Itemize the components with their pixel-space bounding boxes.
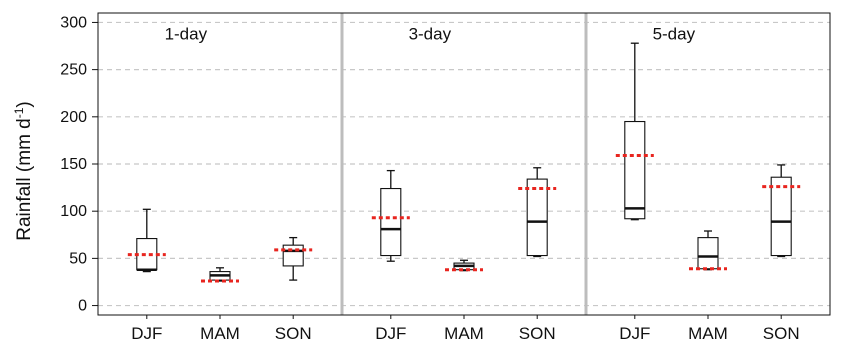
x-tick-label: SON xyxy=(275,324,312,343)
y-tick-label: 250 xyxy=(60,62,87,79)
iqr-box xyxy=(282,244,304,267)
y-tick-label: 0 xyxy=(78,298,87,315)
panel-title: 5-day xyxy=(653,24,696,43)
box-plot xyxy=(518,167,557,258)
box-plot xyxy=(274,236,313,281)
panel-title: 3-day xyxy=(409,24,452,43)
y-tick-label: 300 xyxy=(60,14,87,31)
x-tick-label: DJF xyxy=(619,324,650,343)
y-axis-ticks: 0 50 100 150 200 250 300 xyxy=(60,14,98,315)
iqr-box xyxy=(526,178,548,257)
x-tick-label: DJF xyxy=(131,324,162,343)
box-plot xyxy=(689,230,727,271)
y-axis-title-superscript: -1 xyxy=(12,107,26,118)
panel-title: 1-day xyxy=(165,24,208,43)
iqr-box xyxy=(380,187,402,257)
box-plot xyxy=(762,164,801,258)
x-tick-label: MAM xyxy=(200,324,240,343)
box-plot xyxy=(201,267,239,283)
y-tick-label: 50 xyxy=(69,250,87,267)
iqr-box xyxy=(624,120,646,220)
x-tick-label: MAM xyxy=(688,324,728,343)
box-plot xyxy=(615,42,654,221)
y-tick-label: 150 xyxy=(60,156,87,173)
x-tick-label: DJF xyxy=(375,324,406,343)
x-tick-label: SON xyxy=(763,324,800,343)
iqr-box xyxy=(770,176,792,257)
y-tick-label: 100 xyxy=(60,203,87,220)
panel-titles: 1-day 3-day 5-day xyxy=(165,24,696,43)
y-axis-title: Rainfall (mm d-1) xyxy=(12,101,35,240)
box-plot xyxy=(371,169,410,262)
gridlines xyxy=(98,21,830,307)
x-tick-label: SON xyxy=(519,324,556,343)
x-tick-label: MAM xyxy=(444,324,484,343)
y-axis-title-main: Rainfall (mm d xyxy=(14,118,35,240)
box-plot xyxy=(127,208,166,273)
box-plot xyxy=(445,259,483,272)
iqr-box xyxy=(697,237,719,270)
y-tick-label: 200 xyxy=(60,109,87,126)
iqr-box xyxy=(136,238,158,271)
box-series xyxy=(127,42,801,283)
y-axis-title-close: ) xyxy=(14,101,35,107)
panel-separators xyxy=(340,13,588,315)
x-axis-ticks: DJF MAM SON DJF MAM SON DJF MAM SON xyxy=(131,315,800,343)
